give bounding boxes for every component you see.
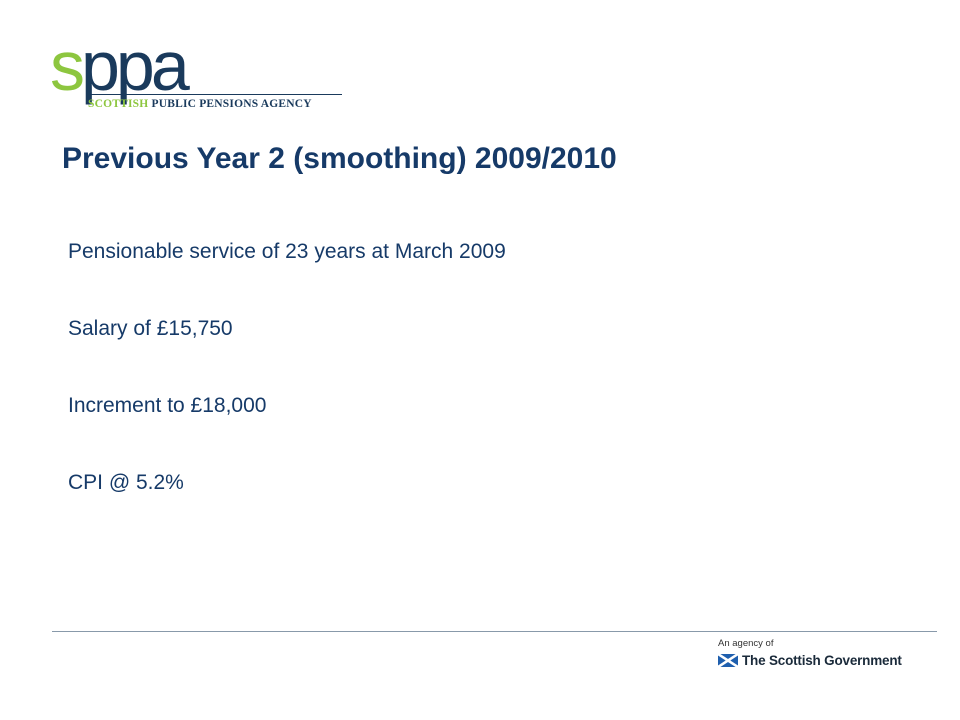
- logo-wordmark: sppa: [50, 31, 190, 101]
- logo-tagline: SCOTTISH PUBLIC PENSIONS AGENCY: [88, 98, 312, 110]
- logo-tagline-agency: PUBLIC PENSIONS AGENCY: [151, 98, 312, 110]
- footer-divider: [52, 631, 937, 632]
- agency-of-label: An agency of: [718, 638, 774, 649]
- logo-letters-ppa: ppa: [81, 27, 190, 105]
- slide-content-list: Pensionable service of 23 years at March…: [68, 238, 506, 546]
- content-item-pensionable-service: Pensionable service of 23 years at March…: [68, 240, 506, 263]
- content-item-increment: Increment to £18,000: [68, 394, 267, 417]
- sppa-logo: sppa SCOTTISH PUBLIC PENSIONS AGENCY: [50, 31, 350, 116]
- slide-title: Previous Year 2 (smoothing) 2009/2010: [62, 142, 617, 175]
- scottish-government-name: The Scottish Government: [742, 652, 902, 668]
- logo-rule: [88, 94, 342, 95]
- content-item-cpi: CPI @ 5.2%: [68, 471, 184, 494]
- saltire-flag-icon: [718, 653, 738, 667]
- logo-letter-s: s: [50, 27, 85, 105]
- content-item-salary: Salary of £15,750: [68, 317, 233, 340]
- scottish-government-logo: The Scottish Government: [718, 651, 902, 669]
- logo-tagline-scottish: SCOTTISH: [88, 98, 149, 110]
